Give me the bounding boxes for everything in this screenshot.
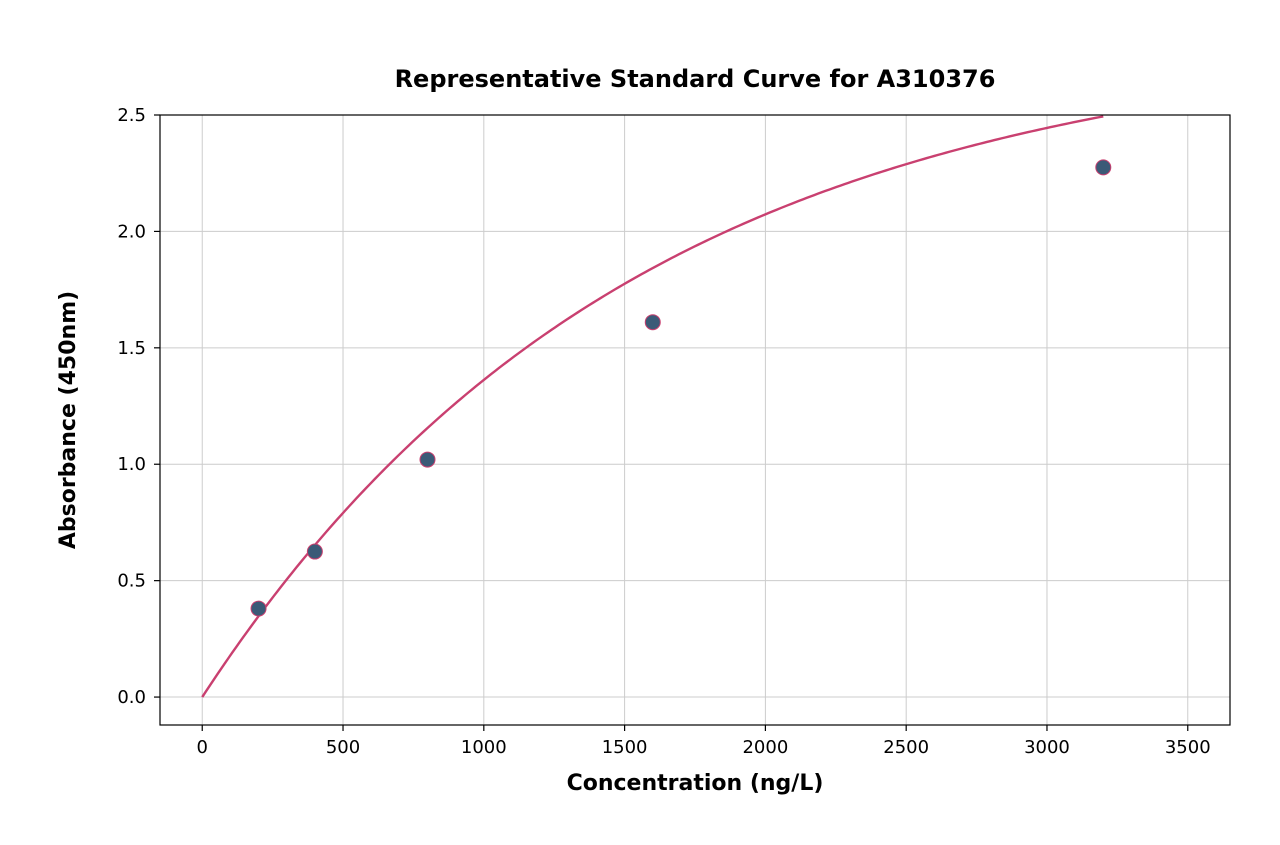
y-tick-label: 0.5 <box>117 571 146 592</box>
x-axis-label: Concentration (ng/L) <box>567 771 824 796</box>
x-tick-label: 2500 <box>883 737 929 758</box>
data-point <box>420 452 435 467</box>
plot-area <box>160 115 1230 725</box>
data-point <box>645 315 660 330</box>
data-point <box>307 544 322 559</box>
y-tick-label: 2.5 <box>117 105 146 126</box>
x-tick-label: 2000 <box>742 737 788 758</box>
x-tick-label: 3000 <box>1024 737 1070 758</box>
x-tick-label: 0 <box>197 737 208 758</box>
x-tick-label: 1500 <box>602 737 648 758</box>
y-tick-label: 0.0 <box>117 687 146 708</box>
y-tick-label: 2.0 <box>117 221 146 242</box>
standard-curve-chart: 0 500 1000 1500 2000 2500 3000 3500 0.0 0.5 1.0 1.5… <box>0 0 1280 845</box>
x-tick-label: 1000 <box>461 737 507 758</box>
data-point <box>1096 160 1111 175</box>
y-tick-label: 1.5 <box>117 338 146 359</box>
y-tick-label: 1.0 <box>117 454 146 475</box>
x-tick-label: 500 <box>326 737 360 758</box>
x-tick-label: 3500 <box>1165 737 1211 758</box>
chart-container: 0 500 1000 1500 2000 2500 3000 3500 0.0 0.5 1.0 1.5… <box>0 0 1280 845</box>
data-point <box>251 601 266 616</box>
y-axis-label: Absorbance (450nm) <box>56 291 81 549</box>
chart-title: Representative Standard Curve for A31037… <box>395 65 996 93</box>
